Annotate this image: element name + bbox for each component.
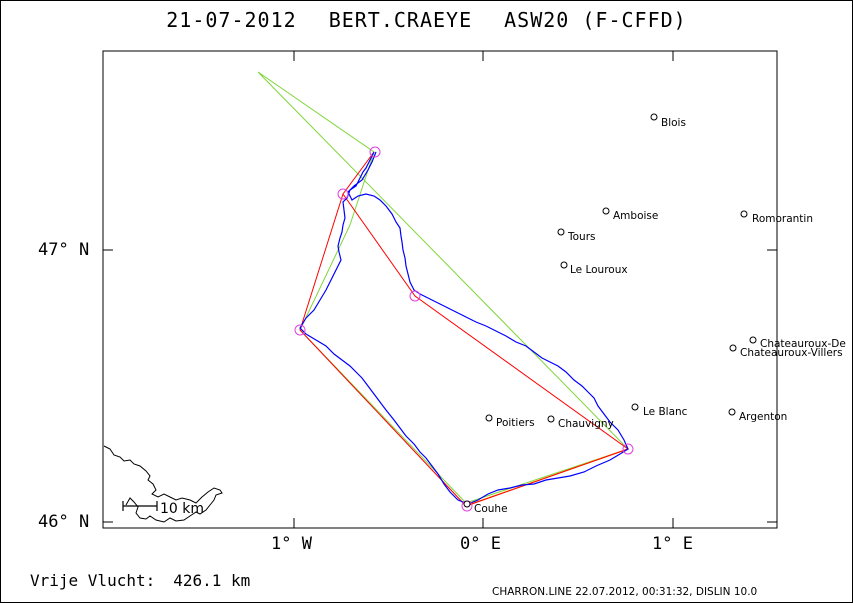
place-markers [463, 113, 757, 508]
place-label-amboise: Amboise [613, 210, 658, 222]
place-label-tours: Tours [567, 231, 596, 243]
glider-type: ASW20 (F-CFFD) [504, 8, 687, 32]
distance-label: Vrije Vlucht: [30, 571, 156, 590]
turnpoint-5 [622, 443, 634, 455]
place-label-chauvigny: Chauvigny [558, 418, 614, 430]
place-marker [631, 403, 639, 411]
place-label-poitiers: Poitiers [496, 417, 535, 429]
place-label-chateauroux-de: Chateauroux-De [760, 338, 846, 350]
place-marker [650, 113, 658, 121]
place-label-argenton: Argenton [739, 411, 787, 423]
plot-area [102, 50, 778, 529]
credit-line: CHARRON.LINE 22.07.2012, 00:31:32, DISLI… [492, 586, 758, 598]
lon-label-0e: 0° E [460, 534, 501, 554]
place-marker [749, 336, 757, 344]
coastline [103, 445, 223, 523]
lon-label-1e: 1° E [652, 534, 693, 554]
lon-label-1w: 1° W [271, 534, 312, 554]
turnpoint-3 [409, 290, 421, 302]
distance-value: 426.1 km [173, 571, 251, 590]
place-label-couhe: Couhe [474, 503, 508, 515]
gps-track [299, 151, 629, 505]
place-label-chateauroux-villers: Chateauroux-Villers [740, 347, 843, 359]
lat-label-46: 46° N [38, 512, 90, 532]
place-label-romorantin: Romorantin [752, 213, 813, 225]
pilot-name: BERT.CRAEYE [328, 8, 473, 32]
place-marker [557, 228, 565, 236]
turnpoints [294, 146, 634, 512]
place-marker [602, 207, 610, 215]
turnpoint-4 [294, 324, 306, 336]
scale-bar [122, 501, 158, 511]
axis-ticks [103, 51, 777, 528]
turnpoint-2 [337, 188, 349, 200]
flight-date: 21-07-2012 [166, 8, 297, 32]
free-flight-distance: Vrije Vlucht: 426.1 km [30, 571, 250, 590]
task-route [299, 151, 630, 507]
place-marker [728, 408, 736, 416]
turnpoint-1 [369, 146, 381, 158]
place-marker [485, 414, 493, 422]
lat-label-47: 47° N [38, 240, 90, 260]
place-marker [560, 261, 568, 269]
place-label-le-louroux: Le Louroux [570, 264, 628, 276]
place-marker [463, 500, 471, 508]
map-title: 21-07-2012 BERT.CRAEYE ASW20 (F-CFFD) [0, 8, 853, 32]
place-marker [547, 415, 555, 423]
place-label-blois: Blois [661, 117, 686, 129]
place-marker [740, 210, 748, 218]
place-label-le-blanc: Le Blanc [643, 406, 688, 418]
place-marker [729, 344, 737, 352]
scale-label: 10 km [160, 501, 204, 517]
